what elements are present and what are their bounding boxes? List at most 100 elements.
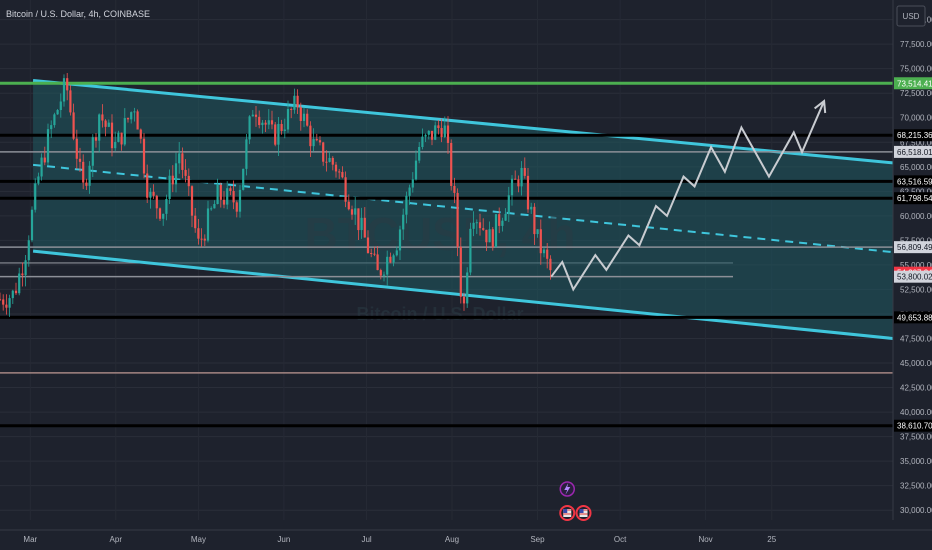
currency-button[interactable]: USD: [896, 5, 926, 27]
candle: [101, 114, 104, 121]
candle: [341, 172, 344, 178]
price-projection[interactable]: [550, 99, 827, 292]
candle: [75, 138, 78, 159]
channel-fill: [33, 80, 893, 339]
projection-path[interactable]: [550, 100, 826, 292]
candle: [523, 167, 526, 176]
candle: [8, 298, 11, 308]
candle: [488, 229, 491, 243]
candle: [59, 101, 62, 111]
horizontal-levels[interactable]: [0, 81, 893, 428]
candle: [155, 195, 158, 209]
price-tag: [894, 77, 932, 90]
candle: [389, 256, 392, 263]
candle: [536, 229, 539, 235]
candle: [280, 123, 283, 131]
y-tick-label: 40,000.00: [900, 408, 932, 417]
flag-icon-canton: [563, 509, 568, 513]
candle: [2, 299, 5, 305]
candle: [181, 153, 184, 170]
price-tag: [894, 129, 932, 142]
candle: [398, 229, 402, 251]
candle: [427, 130, 430, 135]
candle: [210, 208, 213, 210]
candle: [46, 129, 50, 163]
candle: [264, 122, 267, 125]
candle: [376, 254, 379, 271]
candle: [334, 164, 338, 172]
candle: [158, 208, 162, 219]
price-tag: [894, 192, 932, 205]
candle: [197, 228, 200, 239]
candle: [56, 110, 59, 115]
flag-icon-canton: [579, 509, 584, 513]
candle: [344, 177, 347, 202]
lightning-icon[interactable]: [559, 481, 576, 497]
candle: [270, 120, 274, 125]
price-tag-label: 61,798.54: [897, 194, 932, 203]
candle: [360, 217, 363, 231]
candle: [517, 179, 520, 187]
candle: [386, 256, 389, 275]
candle: [171, 175, 174, 185]
event-markers[interactable]: [559, 481, 592, 521]
candle: [11, 290, 14, 299]
candle: [520, 167, 523, 187]
candle: [338, 171, 341, 173]
candle: [222, 199, 226, 205]
candle: [274, 124, 277, 145]
candle: [290, 108, 293, 110]
candle: [350, 209, 354, 215]
candle: [482, 228, 485, 230]
candle: [286, 108, 290, 130]
candle: [62, 78, 66, 102]
candle: [418, 147, 421, 161]
candle: [498, 214, 501, 226]
candle: [430, 130, 434, 140]
candle: [142, 138, 146, 174]
candle: [312, 139, 315, 147]
candle: [190, 186, 194, 216]
y-tick-label: 52,500.00: [900, 285, 932, 294]
candle: [136, 111, 139, 130]
channel-upper-line[interactable]: [32, 78, 894, 165]
candle: [178, 153, 181, 164]
candle: [258, 116, 261, 126]
lightning-icon-glyph: [564, 483, 571, 495]
candle: [133, 111, 136, 113]
candle: [379, 270, 382, 276]
candle: [200, 238, 203, 240]
candle: [43, 157, 46, 163]
candle: [229, 188, 232, 192]
y-tick-label: 57,500.00: [900, 236, 932, 245]
candle: [37, 176, 40, 184]
x-tick-label: Apr: [110, 535, 123, 544]
candle: [203, 238, 206, 241]
us-flag-icon[interactable]: [575, 505, 592, 521]
x-tick-label: Nov: [698, 535, 712, 544]
projection-arrowhead[interactable]: [814, 99, 827, 114]
candle: [533, 206, 536, 235]
y-tick-label: 67,500.00: [900, 138, 932, 147]
candle: [491, 229, 494, 248]
candle: [434, 125, 437, 140]
candle: [117, 132, 120, 142]
x-axis: Mar Apr May Jun Jul Aug Sep Oct Nov 25: [0, 529, 932, 544]
candle: [542, 249, 546, 254]
candle: [485, 229, 488, 243]
us-flag-icon[interactable]: [559, 505, 576, 521]
candle: [14, 290, 18, 294]
candle: [30, 209, 34, 241]
candle: [459, 246, 462, 297]
candle: [187, 175, 190, 187]
candle: [213, 204, 216, 209]
candle: [277, 123, 280, 145]
price-tag-label: 73,514.41: [897, 79, 932, 88]
channel-lower-line[interactable]: [32, 249, 894, 340]
candle: [331, 157, 334, 165]
candle: [72, 112, 75, 139]
candle: [174, 163, 178, 185]
price-tag: [894, 419, 932, 432]
y-tick-label: 35,000.00: [900, 457, 932, 466]
